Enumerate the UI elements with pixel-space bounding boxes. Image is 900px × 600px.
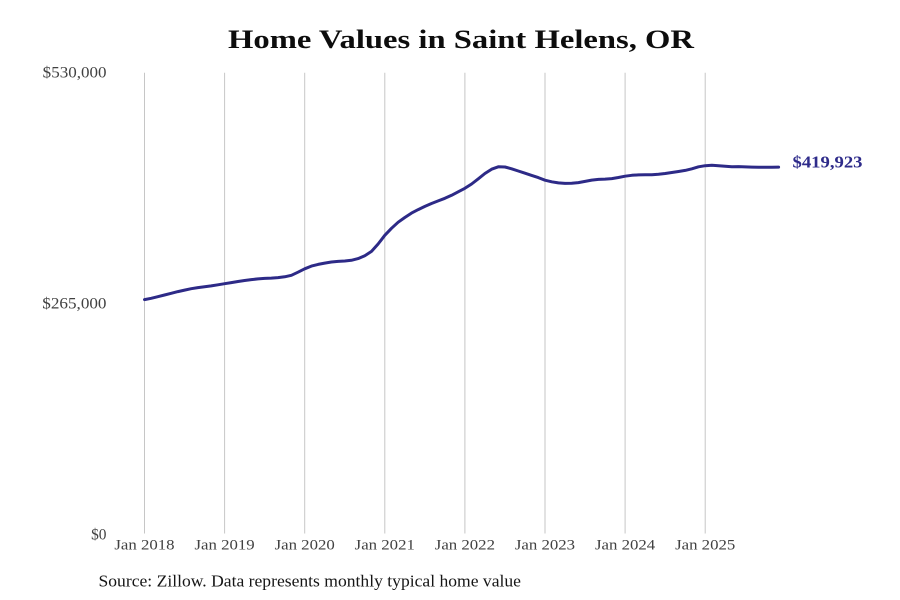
- svg-text:$265,000: $265,000: [42, 295, 107, 312]
- svg-text:$0: $0: [91, 526, 107, 543]
- svg-text:Jan 2025: Jan 2025: [675, 537, 735, 553]
- svg-text:Source: Zillow. Data represent: Source: Zillow. Data represents monthly …: [99, 571, 522, 590]
- svg-text:Jan 2023: Jan 2023: [515, 537, 575, 553]
- svg-text:Jan 2022: Jan 2022: [435, 537, 495, 553]
- svg-text:Home Values in Saint Helens, O: Home Values in Saint Helens, OR: [228, 25, 694, 54]
- svg-text:$419,923: $419,923: [793, 153, 863, 172]
- svg-text:Jan 2021: Jan 2021: [355, 537, 415, 553]
- svg-text:Jan 2020: Jan 2020: [275, 537, 335, 553]
- svg-text:Jan 2024: Jan 2024: [595, 537, 656, 553]
- svg-text:$530,000: $530,000: [43, 65, 107, 82]
- svg-text:Jan 2019: Jan 2019: [195, 537, 255, 553]
- svg-text:Jan 2018: Jan 2018: [114, 537, 174, 553]
